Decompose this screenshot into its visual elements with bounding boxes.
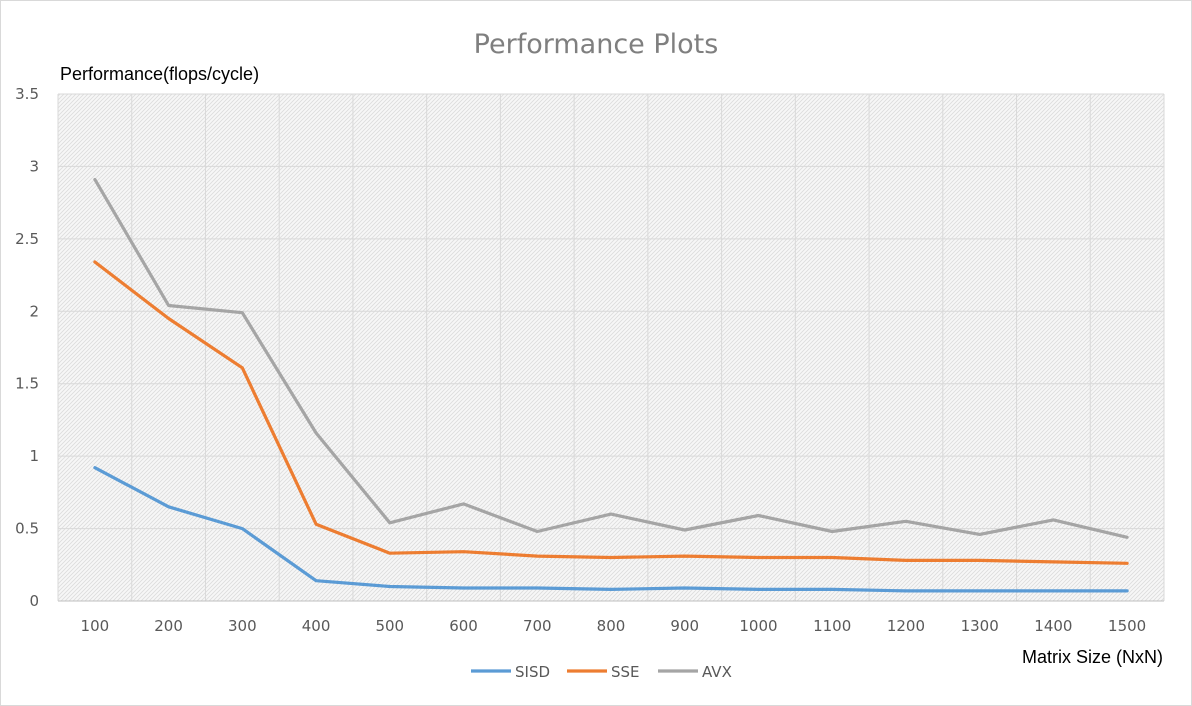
y-tick-label: 0 [29, 592, 39, 610]
x-tick-label: 600 [449, 617, 478, 635]
x-tick-label: 700 [523, 617, 552, 635]
series-line-avx [93, 177, 1129, 539]
legend-label-sse: SSE [611, 663, 640, 681]
x-tick-label: 100 [81, 617, 110, 635]
plot-area [58, 94, 1164, 601]
y-axis-label: Performance(flops/cycle) [60, 64, 259, 84]
x-tick-label: 800 [597, 617, 626, 635]
series-layer [93, 177, 1129, 593]
x-axis-label: Matrix Size (NxN) [1022, 647, 1163, 667]
x-tick-label: 900 [670, 617, 699, 635]
legend: SISD SSE AVX [471, 663, 732, 681]
y-tick-label: 2 [29, 302, 39, 320]
y-tick-label: 3 [29, 157, 39, 175]
x-tick-label: 1000 [739, 617, 777, 635]
y-tick-label: 0.5 [15, 520, 39, 538]
y-tick-label: 1 [29, 447, 39, 465]
x-tick-label: 1400 [1034, 617, 1072, 635]
x-tick-label: 500 [375, 617, 404, 635]
x-tick-label: 1300 [961, 617, 999, 635]
tick-label-layer: 0 0.5 1 1.5 2 2.5 3 3.5 100 200 300 400 500 600 700 800… [15, 85, 1146, 635]
y-tick-label: 1.5 [15, 375, 39, 393]
x-tick-label: 300 [228, 617, 257, 635]
x-tick-label: 1500 [1108, 617, 1146, 635]
x-tick-label: 1100 [813, 617, 851, 635]
x-tick-label: 1200 [887, 617, 925, 635]
legend-label-sisd: SISD [515, 663, 550, 681]
x-tick-label: 400 [302, 617, 331, 635]
y-tick-label: 3.5 [15, 85, 39, 103]
x-tick-label: 200 [154, 617, 183, 635]
legend-label-avx: AVX [702, 663, 732, 681]
series-line-sse [93, 260, 1129, 565]
grid-layer [57, 93, 1165, 602]
series-line-sisd [93, 466, 1129, 593]
chart-title: Performance Plots [474, 29, 719, 60]
y-tick-label: 2.5 [15, 230, 39, 248]
